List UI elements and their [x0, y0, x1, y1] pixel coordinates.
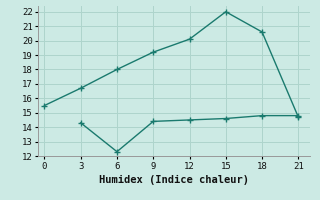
X-axis label: Humidex (Indice chaleur): Humidex (Indice chaleur) — [100, 175, 249, 185]
